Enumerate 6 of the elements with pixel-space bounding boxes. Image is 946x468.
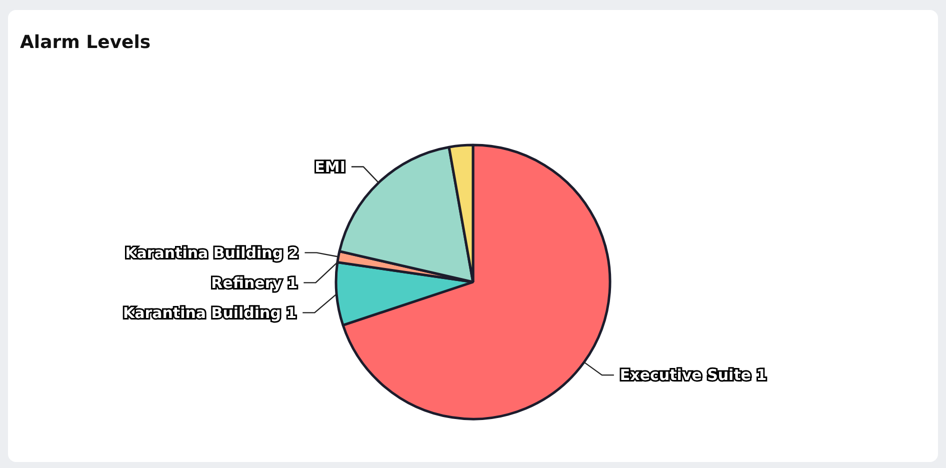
slice-label: EMI	[314, 158, 346, 176]
slice-label: Executive Suite 1	[620, 366, 767, 384]
slice-label: Karantina Building 1	[122, 304, 297, 322]
legend-label: Refinery 1	[211, 274, 298, 292]
slice-label: Karantina Building 2	[125, 244, 299, 262]
chart-title: Alarm Levels	[20, 32, 151, 53]
